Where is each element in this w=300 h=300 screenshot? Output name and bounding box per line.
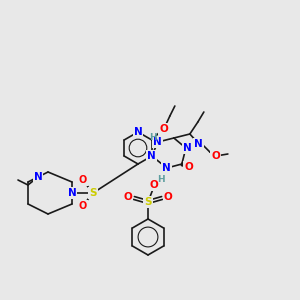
Text: N: N bbox=[34, 172, 42, 182]
Text: S: S bbox=[144, 197, 152, 207]
Text: O: O bbox=[79, 175, 87, 185]
Text: O: O bbox=[160, 124, 168, 134]
Text: N: N bbox=[134, 127, 142, 137]
Text: O: O bbox=[212, 151, 220, 161]
Text: O: O bbox=[150, 180, 158, 190]
Text: N: N bbox=[184, 143, 192, 153]
Text: O: O bbox=[79, 201, 87, 211]
Text: N: N bbox=[194, 139, 203, 149]
Text: N: N bbox=[68, 188, 76, 198]
Text: N: N bbox=[163, 163, 171, 173]
Text: H: H bbox=[157, 176, 165, 184]
Text: N: N bbox=[148, 151, 156, 161]
Text: O: O bbox=[184, 162, 193, 172]
Text: N: N bbox=[154, 137, 162, 147]
Text: O: O bbox=[164, 192, 172, 202]
Text: H: H bbox=[149, 134, 157, 142]
Text: O: O bbox=[124, 192, 132, 202]
Text: S: S bbox=[89, 188, 97, 198]
